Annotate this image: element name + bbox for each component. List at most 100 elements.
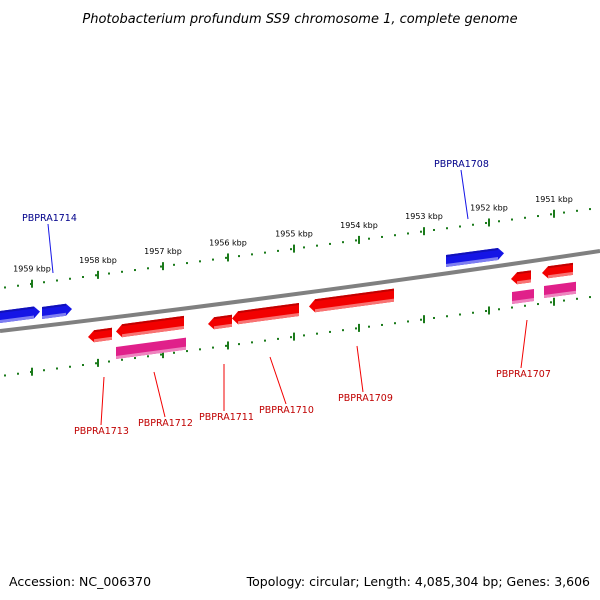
gene-arrow-reverse[interactable] — [208, 314, 232, 330]
tick-label: 1954 kbp — [340, 221, 378, 230]
leader-line — [460, 169, 469, 220]
tick-dot — [264, 339, 266, 342]
tick-dot — [212, 346, 214, 349]
tick-dot — [446, 227, 448, 230]
accession-text: Accession: NC_006370 — [9, 574, 151, 589]
tick-dot — [160, 353, 162, 356]
genome-summary-text: Topology: circular; Length: 4,085,304 bp… — [246, 574, 590, 589]
tick-dot — [121, 358, 123, 361]
tick-dot — [537, 303, 539, 306]
gene-label[interactable]: PBPRA1708 — [434, 159, 489, 170]
tick-dot — [225, 344, 227, 347]
tick-dot — [69, 277, 71, 280]
tick-dot — [134, 269, 136, 272]
tick-dot — [446, 315, 448, 318]
tick-dot — [108, 272, 110, 275]
tick-dot — [251, 253, 253, 256]
gene-arrow-reverse[interactable] — [88, 327, 112, 343]
tick-dot — [355, 239, 357, 242]
tick-dot — [147, 267, 149, 270]
tick-dot — [329, 330, 331, 333]
tick-dot — [316, 244, 318, 247]
tick-dot — [225, 256, 227, 259]
tick-dot — [576, 297, 578, 300]
tick-dot — [381, 235, 383, 238]
tick-dot — [433, 228, 435, 231]
scale-ticks: 1959 kbp 1958 kbp 1957 kbp 1956 kbp 1955 kbp… — [13, 195, 573, 376]
tick-dot — [238, 343, 240, 346]
tick-dot — [4, 286, 6, 289]
major-tick — [97, 270, 99, 279]
tick-dot — [355, 327, 357, 330]
tick-dot — [303, 334, 305, 337]
gene-label[interactable]: PBPRA1714 — [22, 213, 77, 224]
leader-line — [269, 356, 287, 405]
tick-dot — [524, 216, 526, 219]
major-tick — [31, 279, 33, 288]
tick-dot — [459, 313, 461, 316]
tick-dot — [394, 234, 396, 237]
backbone-line — [0, 249, 600, 333]
gene-arrow-forward[interactable] — [0, 306, 40, 323]
tick-label: 1958 kbp — [79, 256, 117, 265]
gene-label[interactable]: PBPRA1712 — [138, 418, 193, 429]
tick-label: 1952 kbp — [470, 203, 508, 212]
major-tick — [162, 350, 164, 359]
gene-label[interactable]: PBPRA1709 — [338, 393, 393, 404]
tick-dot — [264, 251, 266, 254]
major-tick — [553, 297, 555, 306]
gene-label[interactable]: PBPRA1710 — [259, 405, 314, 416]
tick-dot — [329, 242, 331, 245]
gene-features — [0, 248, 576, 359]
tick-dot — [485, 222, 487, 225]
gene-arrow-forward[interactable] — [446, 248, 504, 267]
gene-label[interactable]: PBPRA1707 — [496, 369, 551, 380]
tick-dot — [407, 232, 409, 235]
tick-dot — [420, 318, 422, 321]
gene-label[interactable]: PBPRA1713 — [74, 426, 129, 437]
feature-block[interactable] — [116, 337, 186, 359]
tick-dot — [498, 308, 500, 311]
major-tick — [227, 253, 229, 262]
tick-dot — [134, 357, 136, 360]
gene-label[interactable]: PBPRA1711 — [199, 412, 254, 423]
tick-dot — [537, 215, 539, 218]
tick-dot — [368, 325, 370, 328]
tick-dot — [550, 301, 552, 304]
tick-dot — [472, 223, 474, 226]
tick-dot — [56, 367, 58, 370]
label-leader-lines — [47, 169, 528, 426]
leader-line — [47, 223, 54, 274]
tick-dot — [459, 225, 461, 228]
gene-arrow-reverse[interactable] — [116, 315, 184, 338]
tick-dot — [69, 365, 71, 368]
tick-dot — [56, 279, 58, 282]
feature-block[interactable] — [512, 289, 534, 304]
gene-arrow-forward[interactable] — [42, 303, 72, 319]
gene-arrow-reverse[interactable] — [511, 270, 531, 285]
major-tick — [553, 209, 555, 218]
tick-label: 1951 kbp — [535, 195, 573, 204]
gene-arrow-reverse[interactable] — [309, 288, 394, 313]
gene-arrow-reverse[interactable] — [542, 262, 573, 279]
tick-dot — [108, 360, 110, 363]
tick-dot — [433, 316, 435, 319]
tick-label: 1959 kbp — [13, 265, 51, 274]
tick-dot — [524, 304, 526, 307]
major-tick — [488, 306, 490, 315]
feature-block[interactable] — [544, 281, 576, 298]
tick-dot — [550, 213, 552, 216]
tick-dot — [303, 246, 305, 249]
tick-dot — [251, 341, 253, 344]
tick-dot — [95, 274, 97, 277]
tick-dot — [342, 329, 344, 332]
gene-arrow-reverse[interactable] — [232, 303, 299, 325]
tick-dot — [43, 369, 45, 372]
major-tick — [423, 315, 425, 324]
tick-label: 1955 kbp — [275, 230, 313, 239]
tick-dot — [485, 310, 487, 313]
major-tick — [293, 332, 295, 341]
tick-dot — [381, 323, 383, 326]
tick-dot — [498, 220, 500, 223]
tick-dot — [173, 263, 175, 266]
